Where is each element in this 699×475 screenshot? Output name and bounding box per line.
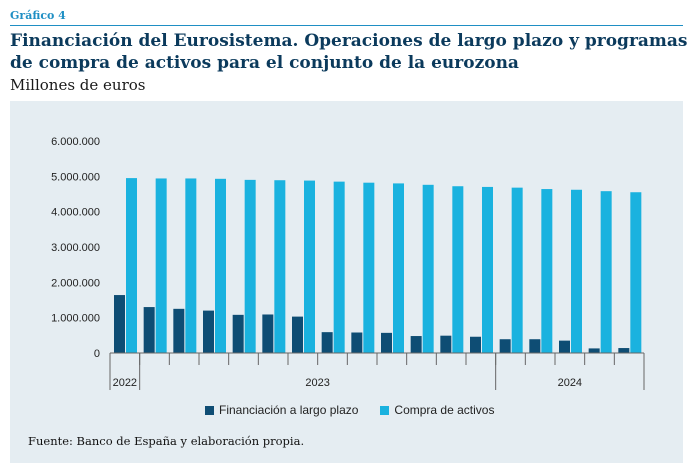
bar-compra-activos: [185, 178, 197, 353]
legend-label-series-2: Compra de activos: [394, 403, 495, 417]
chart-number-label: Gráfico 4: [10, 9, 66, 22]
bar-compra-activos: [363, 182, 375, 353]
chart-panel: [10, 101, 683, 463]
legend-item-series-2: Compra de activos: [380, 403, 494, 417]
y-tick-label: 1.000.000: [51, 313, 100, 325]
legend-label-series-1: Financiación a largo plazo: [219, 403, 359, 417]
y-tick-label: 0: [94, 348, 100, 360]
bar-compra-activos: [482, 186, 493, 353]
bar-financiacion: [440, 335, 452, 353]
y-tick-label: 4.000.000: [51, 207, 100, 219]
bar-compra-activos: [274, 180, 286, 353]
bar-financiacion: [321, 332, 333, 353]
bar-compra-activos: [155, 178, 167, 353]
bar-financiacion: [203, 310, 214, 353]
y-tick-label: 3.000.000: [51, 242, 100, 254]
legend-swatch-series-2: [380, 405, 390, 415]
x-year-label: 2024: [558, 377, 582, 389]
bar-financiacion: [143, 307, 155, 353]
x-year-label: 2022: [113, 377, 137, 389]
bar-financiacion: [173, 308, 185, 353]
chart-title: Financiación del Eurosistema. Operacione…: [10, 31, 688, 73]
bar-financiacion: [529, 339, 541, 353]
bar-financiacion: [618, 348, 630, 353]
bar-financiacion: [470, 336, 481, 353]
bar-compra-activos: [600, 191, 612, 353]
bar-financiacion: [588, 348, 600, 353]
y-tick-label: 2.000.000: [51, 277, 100, 289]
bar-financiacion: [232, 314, 244, 353]
bar-compra-activos: [215, 178, 226, 353]
bars: [114, 178, 642, 353]
bar-compra-activos: [393, 183, 404, 353]
bar-financiacion: [410, 336, 422, 353]
legend-swatch-series-1: [205, 405, 214, 415]
y-tick-label: 5.000.000: [51, 171, 100, 183]
legend: Financiación a largo plazo Compra de act…: [205, 403, 494, 417]
bar-compra-activos: [333, 181, 345, 353]
bar-financiacion: [559, 340, 570, 353]
bar-compra-activos: [630, 192, 642, 353]
header-divider: [10, 25, 683, 26]
bar-compra-activos: [244, 179, 256, 353]
y-tick-label: 6.000.000: [51, 136, 100, 148]
bar-compra-activos: [541, 189, 553, 353]
source-note: Fuente: Banco de España y elaboración pr…: [28, 434, 305, 448]
bar-financiacion: [381, 332, 392, 353]
bar-financiacion: [262, 314, 274, 353]
legend-item-series-1: Financiación a largo plazo: [205, 403, 358, 417]
bar-compra-activos: [452, 186, 464, 353]
bar-compra-activos: [571, 189, 582, 353]
x-year-label: 2023: [305, 377, 329, 389]
bar-compra-activos: [422, 184, 434, 353]
bar-financiacion: [114, 295, 125, 353]
y-axis: 0 1.000.000 2.000.000 3.000.000 4.000.000 5.0…: [51, 136, 100, 360]
bar-financiacion: [292, 316, 303, 353]
bar-compra-activos: [511, 187, 523, 353]
chart-subtitle: Millones de euros: [10, 76, 146, 94]
bar-financiacion: [351, 332, 363, 353]
x-axis: 2022 2023 2024: [109, 352, 645, 390]
bar-financiacion: [499, 339, 511, 353]
bar-compra-activos: [304, 180, 315, 353]
bar-compra-activos: [126, 178, 137, 353]
